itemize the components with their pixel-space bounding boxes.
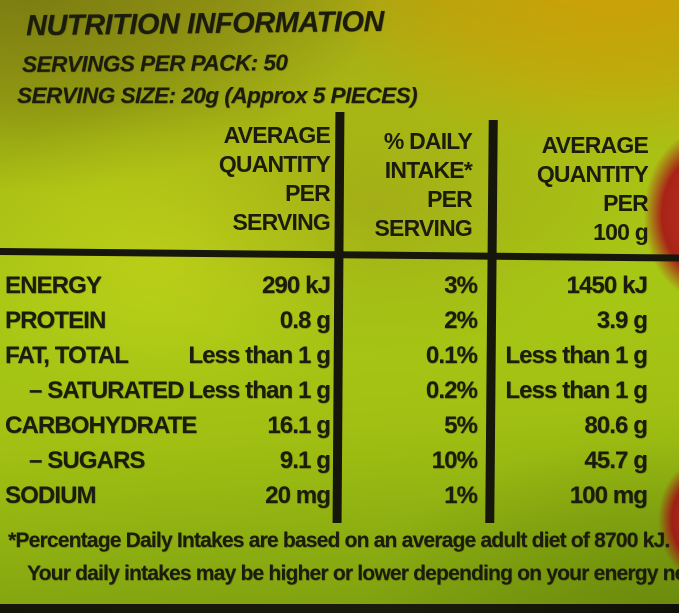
- nutrient-label: CARBOHYDRATE: [5, 412, 197, 439]
- nutrient-label: – SATURATED: [29, 377, 184, 404]
- header-line: SERVING: [374, 215, 472, 241]
- value-daily-intake: 0.1%: [425, 342, 478, 369]
- column-header-per-100g: AVERAGE QUANTITY PER 100 g: [478, 131, 649, 247]
- nutrient-label: ENERGY: [5, 272, 102, 299]
- header-line: QUANTITY: [536, 161, 649, 187]
- header-line: % DAILY: [383, 128, 473, 154]
- value-per-serving: 16.1 g: [267, 412, 331, 439]
- value-daily-intake: 0.2%: [425, 377, 478, 404]
- nutrient-row-fat-total: FAT, TOTAL Less than 1 g 0.1% Less than …: [0, 340, 679, 375]
- value-daily-intake: 2%: [444, 307, 478, 334]
- header-line: AVERAGE: [223, 122, 331, 148]
- value-per-serving: 9.1 g: [279, 447, 331, 474]
- header-line: PER: [603, 190, 649, 216]
- nutrient-label: FAT, TOTAL: [5, 342, 129, 369]
- value-per-serving: 290 kJ: [261, 272, 331, 299]
- nutrient-row-sodium: SODIUM 20 mg 1% 100 mg: [0, 480, 679, 515]
- value-per-100g: Less than 1 g: [505, 342, 648, 369]
- header-line: QUANTITY: [218, 151, 331, 177]
- nutrient-label: PROTEIN: [5, 307, 106, 334]
- value-daily-intake: 3%: [444, 272, 478, 299]
- footnote-line-1: *Percentage Daily Intakes are based on a…: [8, 529, 670, 552]
- value-per-100g: 45.7 g: [584, 447, 648, 474]
- header-line: SERVING: [232, 209, 330, 235]
- value-daily-intake: 10%: [431, 447, 478, 474]
- value-per-serving: Less than 1 g: [188, 342, 331, 369]
- value-daily-intake: 1%: [444, 482, 478, 509]
- bottom-edge-strip: [0, 604, 679, 613]
- value-per-100g: 100 mg: [569, 482, 648, 509]
- value-per-serving: Less than 1 g: [188, 377, 331, 404]
- nutrient-row-protein: PROTEIN 0.8 g 2% 3.9 g: [0, 305, 679, 340]
- value-daily-intake: 5%: [444, 412, 478, 439]
- column-header-per-serving: AVERAGE QUANTITY PER SERVING: [130, 121, 331, 237]
- nutrient-row-carbohydrate: CARBOHYDRATE 16.1 g 5% 80.6 g: [0, 410, 679, 445]
- nutrient-label: SODIUM: [5, 482, 97, 509]
- value-per-100g: Less than 1 g: [505, 377, 648, 404]
- column-header-daily-intake: % DAILY INTAKE* PER SERVING: [352, 127, 472, 243]
- nutrient-row-sugars: – SUGARS 9.1 g 10% 45.7 g: [0, 445, 679, 480]
- header-line: AVERAGE: [541, 132, 649, 158]
- header-line: PER: [427, 186, 473, 212]
- serving-size: SERVING SIZE: 20g (Approx 5 PIECES): [17, 83, 418, 108]
- value-per-serving: 20 mg: [265, 482, 331, 509]
- header-line: 100 g: [593, 219, 649, 245]
- nutrient-label: – SUGARS: [29, 447, 145, 474]
- value-per-100g: 3.9 g: [596, 307, 648, 334]
- nutrient-row-energy: ENERGY 290 kJ 3% 1450 kJ: [0, 270, 679, 305]
- header-line: PER: [285, 180, 331, 206]
- header-line: INTAKE*: [384, 157, 473, 183]
- value-per-100g: 80.6 g: [584, 412, 648, 439]
- servings-per-pack: SERVINGS PER PACK: 50: [21, 50, 288, 77]
- value-per-serving: 0.8 g: [279, 307, 331, 334]
- value-per-100g: 1450 kJ: [566, 272, 648, 299]
- footnote-line-2: Your daily intakes may be higher or lowe…: [27, 562, 679, 585]
- nutrition-title: NUTRITION INFORMATION: [25, 5, 385, 43]
- nutrient-row-saturated: – SATURATED Less than 1 g 0.2% Less than…: [0, 375, 679, 410]
